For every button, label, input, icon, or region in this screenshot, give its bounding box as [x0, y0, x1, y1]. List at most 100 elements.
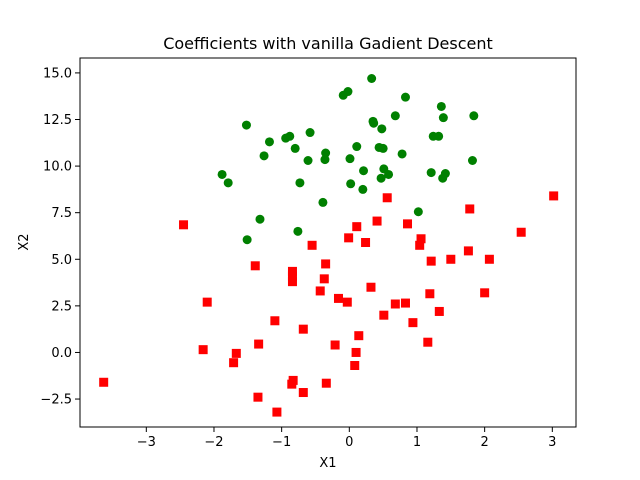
x-tick-label: −3	[137, 435, 156, 450]
x-tick-label: −2	[204, 435, 223, 450]
square-point	[408, 318, 418, 328]
circle-point	[413, 207, 423, 217]
circle-point	[305, 128, 315, 138]
circle-point	[345, 154, 355, 164]
circle-point	[438, 113, 448, 123]
square-point	[415, 240, 425, 250]
chart-title: Coefficients with vanilla Gadient Descen…	[163, 34, 493, 53]
y-tick-label: 2.5	[51, 299, 72, 314]
x-tick-label: 1	[413, 435, 421, 450]
y-tick-label: 5.0	[51, 253, 72, 268]
circle-point	[367, 74, 377, 83]
square-point	[351, 347, 361, 357]
circle-point	[467, 156, 477, 165]
circle-point	[293, 226, 303, 236]
square-point	[366, 282, 376, 292]
square-point	[319, 274, 329, 284]
square-point	[198, 345, 208, 355]
circle-point	[377, 124, 387, 134]
circle-point	[436, 101, 446, 111]
y-tick-label: 10.0	[43, 160, 72, 175]
square-point	[465, 204, 475, 214]
square-point	[272, 407, 282, 417]
circle-point	[321, 148, 331, 158]
square-point	[315, 286, 325, 296]
square-point	[298, 324, 308, 334]
circle-point	[376, 173, 386, 183]
square-point	[361, 238, 371, 247]
circle-point	[358, 184, 368, 194]
y-tick-label: −2.5	[40, 393, 72, 408]
square-point	[307, 240, 317, 250]
square-point	[463, 246, 473, 256]
y-axis-label: X2	[17, 233, 32, 250]
y-tick-label: 12.5	[43, 113, 72, 128]
circle-point	[264, 137, 274, 147]
circle-point	[303, 156, 313, 165]
x-tick-label: 3	[548, 435, 556, 450]
square-point	[372, 216, 382, 226]
square-point	[416, 234, 426, 244]
circle-point	[223, 178, 233, 188]
circle-point	[384, 169, 394, 179]
circle-point	[434, 131, 444, 141]
square-point	[229, 358, 239, 368]
y-tick-label: 0.0	[51, 346, 72, 361]
square-point	[342, 297, 352, 307]
square-point	[354, 331, 364, 341]
square-point	[344, 233, 354, 243]
square-point	[99, 377, 109, 387]
data-marks	[99, 74, 559, 417]
circle-point	[217, 169, 227, 179]
circle-point	[295, 178, 305, 188]
square-point	[350, 361, 360, 370]
square-point	[253, 392, 263, 402]
square-point	[179, 220, 189, 230]
circle-point	[469, 111, 479, 121]
square-point	[287, 379, 297, 389]
square-point	[287, 271, 297, 281]
square-point	[254, 339, 264, 349]
x-tick-label: 0	[345, 435, 353, 450]
x-tick-label: −1	[272, 435, 291, 450]
y-tick-label: 7.5	[51, 206, 72, 221]
square-point	[287, 266, 297, 276]
square-point	[330, 340, 340, 350]
square-point	[446, 254, 456, 264]
square-point	[390, 299, 400, 309]
square-point	[382, 193, 392, 203]
square-point	[298, 388, 308, 398]
square-point	[403, 219, 413, 229]
circle-point	[285, 131, 295, 141]
square-point	[549, 191, 559, 201]
circle-point	[390, 111, 400, 121]
circle-point	[255, 214, 265, 224]
square-point	[321, 378, 331, 388]
square-point	[434, 306, 444, 316]
circle-point	[320, 155, 330, 165]
circle-point	[352, 142, 362, 152]
square-point	[400, 298, 410, 308]
square-point	[480, 288, 490, 298]
square-point	[270, 316, 280, 326]
circle-point	[397, 149, 407, 159]
circle-point	[369, 118, 379, 128]
square-point	[352, 222, 362, 232]
square-point	[484, 254, 494, 264]
square-point	[250, 261, 260, 271]
circle-point	[259, 151, 269, 161]
circle-point	[241, 120, 251, 130]
square-point	[426, 256, 436, 266]
x-axis-label: X1	[319, 456, 336, 471]
square-point	[321, 259, 331, 269]
square-point	[333, 293, 343, 303]
square-point	[202, 297, 212, 307]
circle-point	[338, 90, 348, 100]
square-point	[425, 289, 435, 299]
y-tick-label: 15.0	[43, 66, 72, 81]
circle-point	[400, 92, 410, 102]
square-point	[231, 348, 241, 358]
axes: −3 −2 −1 0 1 2 3 −2.5 0.0 2.5 5.0 7.5 10.0 12.5 15.0	[40, 66, 556, 450]
square-point	[423, 337, 433, 347]
